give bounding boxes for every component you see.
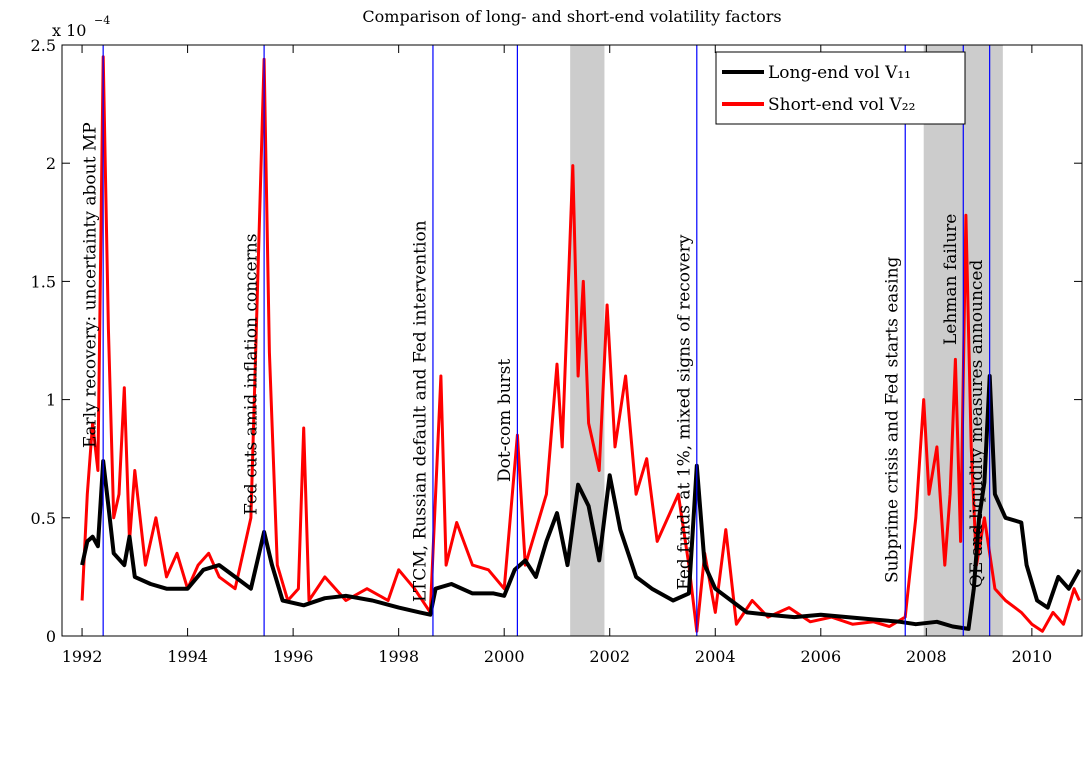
y-tick-label: 0.5 bbox=[31, 509, 56, 528]
x-tick-label: 1996 bbox=[273, 647, 314, 666]
event-label: Fed funds at 1%, mixed signs of recovery bbox=[674, 234, 694, 590]
y-tick-label: 2 bbox=[46, 154, 56, 173]
x-tick-label: 1992 bbox=[62, 647, 103, 666]
chart-title: Comparison of long- and short-end volati… bbox=[362, 7, 781, 26]
x-tick-label: 2008 bbox=[906, 647, 947, 666]
plot-frame bbox=[61, 44, 1083, 637]
event-label: Early recovery: uncertainty about MP bbox=[81, 122, 101, 448]
y-tick-label: 1.5 bbox=[31, 272, 56, 291]
plot bbox=[80, 45, 1082, 636]
event-label: QE and liquidity measures announced bbox=[967, 260, 987, 588]
event-label: Dot-com burst bbox=[495, 359, 515, 482]
series-line bbox=[80, 55, 1081, 633]
x-tick-label: 2002 bbox=[589, 647, 630, 666]
event-label: LTCM, Russian default and Fed interventi… bbox=[410, 220, 430, 602]
y-tick-label: 2.5 bbox=[31, 36, 56, 55]
y-multiplier: x 10 bbox=[52, 21, 86, 40]
x-tick-label: 2006 bbox=[800, 647, 841, 666]
y-tick-label: 0 bbox=[46, 627, 56, 646]
series-line bbox=[80, 374, 1082, 631]
legend-label: Short-end vol V₂₂ bbox=[768, 95, 915, 115]
x-tick-label: 2000 bbox=[484, 647, 525, 666]
legend-box bbox=[715, 51, 966, 125]
x-tick-label: 1994 bbox=[167, 647, 208, 666]
event-label: Fed cuts amid inflation concerns bbox=[242, 234, 262, 515]
event-label: Lehman failure bbox=[941, 214, 961, 345]
y-tick-label: 1 bbox=[46, 391, 56, 410]
x-tick-label: 2010 bbox=[1012, 647, 1053, 666]
y-multiplier-exponent: −4 bbox=[94, 14, 110, 27]
legend-label: Long-end vol V₁₁ bbox=[768, 63, 911, 83]
x-tick-label: 1998 bbox=[378, 647, 419, 666]
x-tick-label: 2004 bbox=[695, 647, 736, 666]
event-label: Subprime crisis and Fed starts easing bbox=[883, 256, 903, 583]
